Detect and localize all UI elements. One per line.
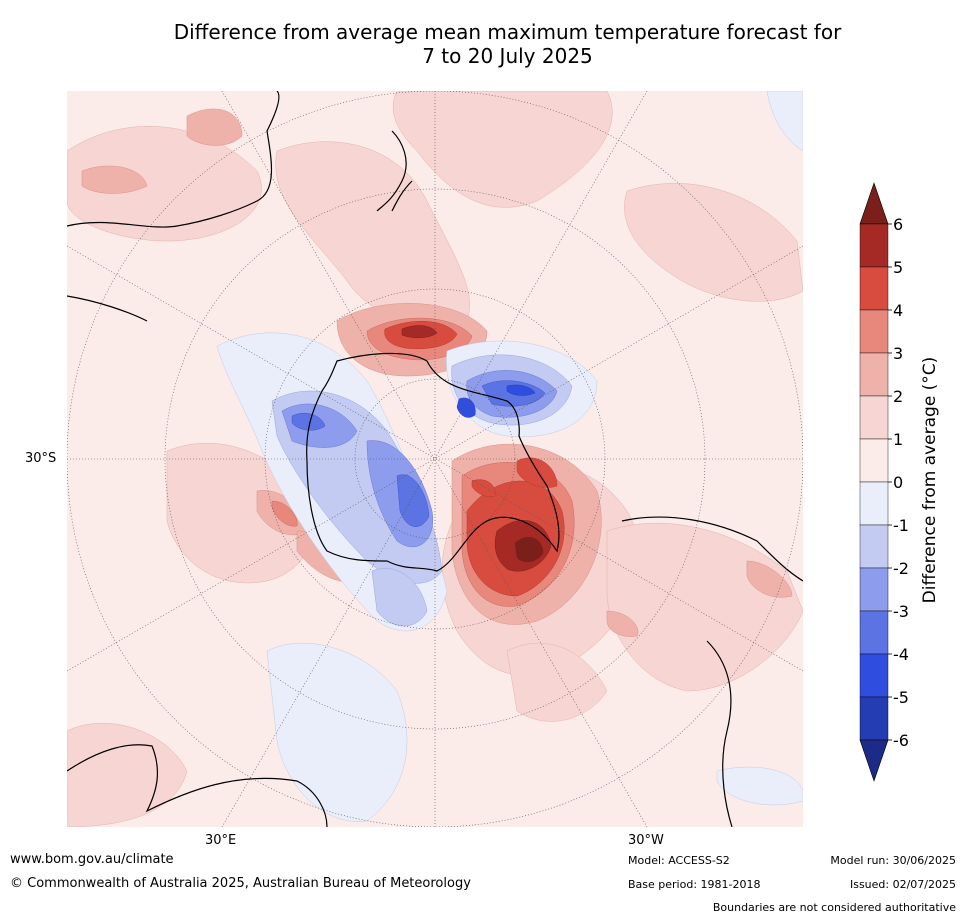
colorbar-tick-label: 5 (893, 258, 903, 277)
colorbar-tick-label: 6 (893, 215, 903, 234)
colorbar-segment (859, 567, 889, 612)
colorbar-segment (859, 610, 889, 655)
colorbar-segment (859, 309, 889, 354)
map-title: Difference from average mean maximum tem… (0, 20, 965, 68)
colorbar-under-triangle (859, 739, 889, 782)
boundaries-disclaimer: Boundaries are not considered authoritat… (712, 901, 956, 914)
copyright-notice: © Commonwealth of Australia 2025, Austra… (10, 876, 471, 891)
colorbar: 6 5 4 3 2 1 0 -1 -2 -3 -4 -5 -6 (859, 182, 909, 782)
colorbar-tick-label: 0 (893, 473, 903, 492)
colorbar-segment (859, 481, 889, 526)
colorbar-tick-label: 1 (893, 430, 903, 449)
colorbar-over-triangle (859, 182, 889, 225)
website-link[interactable]: www.bom.gov.au/climate (10, 852, 174, 867)
base-period: Base period: 1981-2018 (628, 878, 761, 891)
colorbar-segment (859, 395, 889, 440)
colorbar-tick-label: -6 (893, 731, 909, 750)
south-america-coast (621, 516, 803, 827)
colorbar-tick-label: 2 (893, 387, 903, 406)
colorbar-tick-label: -1 (893, 516, 909, 535)
temperature-anomaly-map (67, 91, 803, 827)
issued-date: Issued: 02/07/2025 (849, 878, 956, 891)
colorbar-label: Difference from average (°C) (920, 356, 940, 604)
antarctica-coast (306, 352, 560, 572)
lon-label-30e: 30°E (205, 833, 237, 848)
colorbar-segment (859, 266, 889, 311)
model-run-date: Model run: 30/06/2025 (830, 854, 956, 867)
colorbar-tick-label: -4 (893, 645, 909, 664)
coastlines (67, 91, 803, 827)
colorbar-segment (859, 524, 889, 569)
colorbar-tick-label: -3 (893, 602, 909, 621)
warm-anomaly-patches-5-plus (401, 325, 552, 572)
colorbar-segment (859, 438, 889, 483)
title-line-2: 7 to 20 July 2025 (422, 44, 593, 68)
colorbar-tick-label: -2 (893, 559, 909, 578)
colorbar-segment (859, 352, 889, 397)
colorbar-segment (859, 653, 889, 698)
lat-label-30s: 30°S (25, 451, 57, 466)
colorbar-tick-label: -5 (893, 688, 909, 707)
model-name: Model: ACCESS-S2 (628, 854, 730, 867)
colorbar-tick-label: 3 (893, 344, 903, 363)
cool-anomaly-patches-4-5 (456, 384, 536, 418)
colorbar-tick-label: 4 (893, 301, 903, 320)
new-zealand-coast (376, 130, 413, 212)
colorbar-segment (859, 223, 889, 268)
title-line-1: Difference from average mean maximum tem… (173, 20, 842, 44)
lon-label-30w: 30°W (628, 833, 664, 848)
graticule (67, 91, 803, 827)
australia-coast (67, 91, 280, 322)
africa-coast (67, 744, 328, 827)
colorbar-segment (859, 696, 889, 741)
